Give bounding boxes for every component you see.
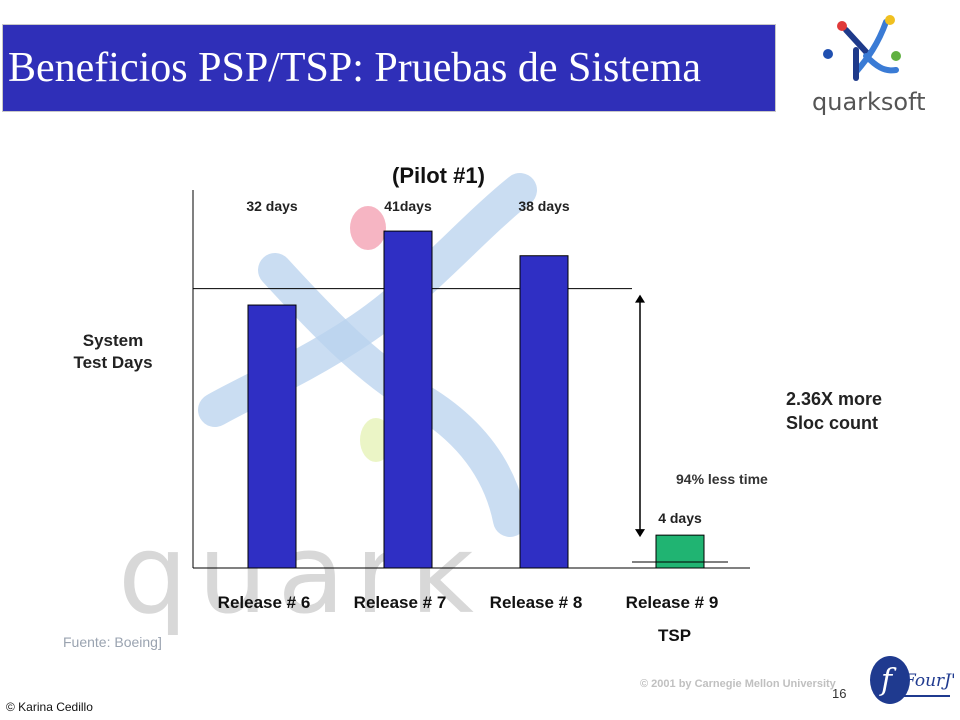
bar-3 <box>519 255 569 569</box>
category-label-1: Release # 6 <box>218 593 311 612</box>
category-label-4: Release # 9 <box>626 593 719 612</box>
slide-title: Beneficios PSP/TSP: Pruebas de Sistema <box>8 45 701 91</box>
less-time-note: 94% less time <box>676 471 768 487</box>
chart-title: (Pilot #1) <box>392 163 485 188</box>
page-number: 16 <box>832 686 847 701</box>
source-note: Fuente: Boeing] <box>63 634 162 650</box>
title-bar <box>2 24 776 112</box>
copyright-cmu: © 2001 by Carnegie Mellon University <box>640 678 836 690</box>
category-label-3: Release # 8 <box>490 593 583 612</box>
y-axis-label-line2: Test Days <box>73 353 153 372</box>
difference-arrow-head-top <box>635 294 645 303</box>
quarksoft-logo-text: quarksoft <box>812 88 926 116</box>
fourjs-logo-text: FourJ's <box>903 671 954 691</box>
quarksoft-logo: quarksoft <box>806 14 936 123</box>
y-axis-label-line1: System <box>82 331 144 350</box>
bar-2 <box>383 230 433 569</box>
bar-4 <box>655 534 705 569</box>
difference-arrow-head-bottom <box>635 529 645 538</box>
data-label-1: 32 days <box>246 198 298 214</box>
author-credit: © Karina Cedillo <box>6 700 93 714</box>
category-label-2: Release # 7 <box>354 593 447 612</box>
data-label-3: 38 days <box>518 198 570 214</box>
data-label-2: 41days <box>384 198 432 214</box>
sloc-note-line2: Sloc count <box>786 413 879 433</box>
y-axis-label: System Test Days <box>50 330 176 374</box>
tsp-label: TSP <box>658 626 692 645</box>
fourjs-logo: f FourJ's <box>864 652 960 713</box>
data-label-4: 4 days <box>658 510 702 526</box>
sloc-note-line1: 2.36X more <box>786 389 883 409</box>
bar-1 <box>247 304 297 569</box>
sloc-note: 2.36X more Sloc count <box>786 387 882 435</box>
